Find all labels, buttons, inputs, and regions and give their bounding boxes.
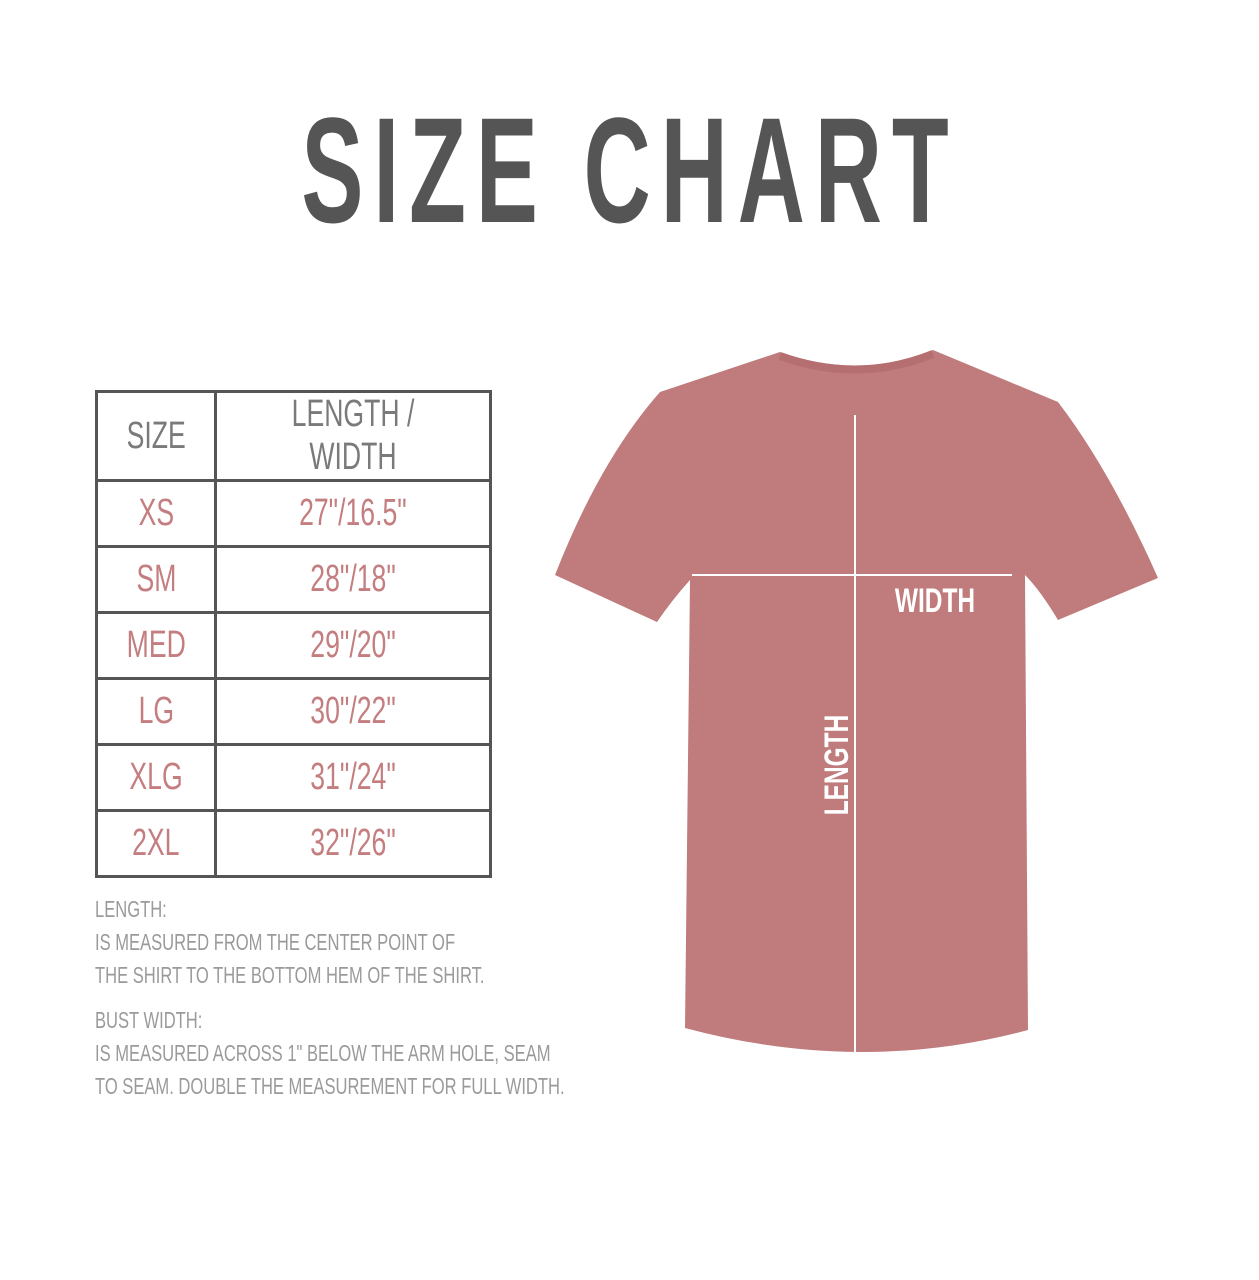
measure-cell: 30"/22"	[214, 677, 492, 746]
measure-cell: 32"/26"	[214, 809, 492, 878]
size-cell: XLG	[95, 743, 217, 812]
length-label: LENGTH	[818, 715, 856, 816]
length-text-2: THE SHIRT TO THE BOTTOM HEM OF THE SHIRT…	[95, 962, 485, 988]
size-table: SIZE LENGTH / WIDTH XS 27"/16.5" SM 28"/18…	[95, 390, 492, 878]
table-row: MED 29"/20"	[95, 611, 492, 680]
size-cell: MED	[95, 611, 217, 680]
page-title: SIZE CHART	[300, 86, 959, 254]
length-text-1: IS MEASURED FROM THE CENTER POINT OF	[95, 929, 456, 955]
measure-cell: 28"/18"	[214, 545, 492, 614]
measure-cell: 31"/24"	[214, 743, 492, 812]
width-label: WIDTH	[895, 582, 975, 620]
width-text-2: TO SEAM. DOUBLE THE MEASUREMENT FOR FULL…	[95, 1073, 565, 1099]
measurement-notes: LENGTH: IS MEASURED FROM THE CENTER POIN…	[95, 893, 747, 1103]
table-row: XLG 31"/24"	[95, 743, 492, 812]
table-row: 2XL 32"/26"	[95, 809, 492, 878]
width-heading: BUST WIDTH:	[95, 1007, 203, 1033]
length-heading: LENGTH:	[95, 896, 167, 922]
tshirt-shape	[555, 350, 1158, 1053]
measure-cell: 29"/20"	[214, 611, 492, 680]
table-row: XS 27"/16.5"	[95, 479, 492, 548]
width-text-1: IS MEASURED ACROSS 1" BELOW THE ARM HOLE…	[95, 1040, 551, 1066]
header-size: SIZE	[95, 390, 217, 482]
measure-cell: 27"/16.5"	[214, 479, 492, 548]
table-row: SM 28"/18"	[95, 545, 492, 614]
table-row: LG 30"/22"	[95, 677, 492, 746]
size-cell: 2XL	[95, 809, 217, 878]
size-cell: LG	[95, 677, 217, 746]
table-header-row: SIZE LENGTH / WIDTH	[95, 390, 492, 482]
size-cell: SM	[95, 545, 217, 614]
size-cell: XS	[95, 479, 217, 548]
tshirt-collar	[778, 350, 935, 374]
header-length-width: LENGTH / WIDTH	[214, 390, 492, 482]
